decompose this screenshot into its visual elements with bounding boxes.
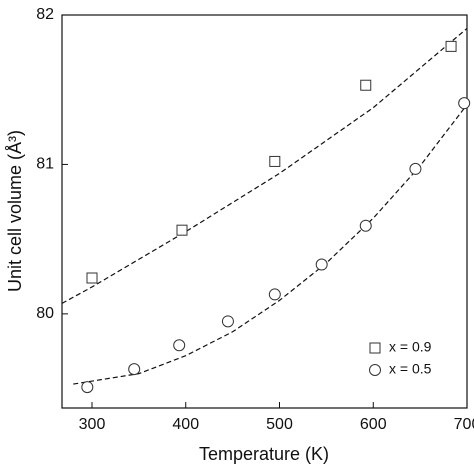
data-point bbox=[458, 97, 471, 110]
x-tick-label: 400 bbox=[172, 416, 199, 433]
y-tick-label: 82 bbox=[36, 6, 54, 23]
data-point bbox=[360, 79, 372, 91]
data-point bbox=[221, 315, 234, 328]
legend-text: x = 0.9 bbox=[389, 339, 432, 355]
y-axis-title: Unit cell volume (Å³) bbox=[5, 130, 25, 292]
plot-frame bbox=[61, 14, 468, 409]
legend-marker bbox=[369, 364, 381, 376]
data-point bbox=[86, 272, 98, 284]
fit-line bbox=[61, 27, 468, 304]
data-point bbox=[268, 288, 281, 301]
data-point bbox=[269, 155, 281, 167]
data-point bbox=[81, 381, 94, 394]
data-point bbox=[409, 162, 422, 175]
x-tick-label: 300 bbox=[79, 416, 106, 433]
x-axis-title: Temperature (K) bbox=[199, 444, 329, 464]
data-point bbox=[315, 258, 328, 271]
legend-text: x = 0.5 bbox=[389, 361, 432, 377]
x-tick-label: 500 bbox=[266, 416, 293, 433]
x-tick-label: 600 bbox=[360, 416, 387, 433]
x-tick-label: 700 bbox=[454, 416, 474, 433]
data-point bbox=[128, 363, 141, 376]
y-tick-label: 81 bbox=[36, 156, 54, 173]
data-point bbox=[445, 40, 457, 52]
fit-line bbox=[73, 104, 468, 385]
y-tick-label: 80 bbox=[36, 305, 54, 322]
legend-marker bbox=[369, 342, 381, 354]
data-point bbox=[173, 339, 186, 352]
data-point bbox=[176, 224, 188, 236]
data-point bbox=[359, 219, 372, 232]
